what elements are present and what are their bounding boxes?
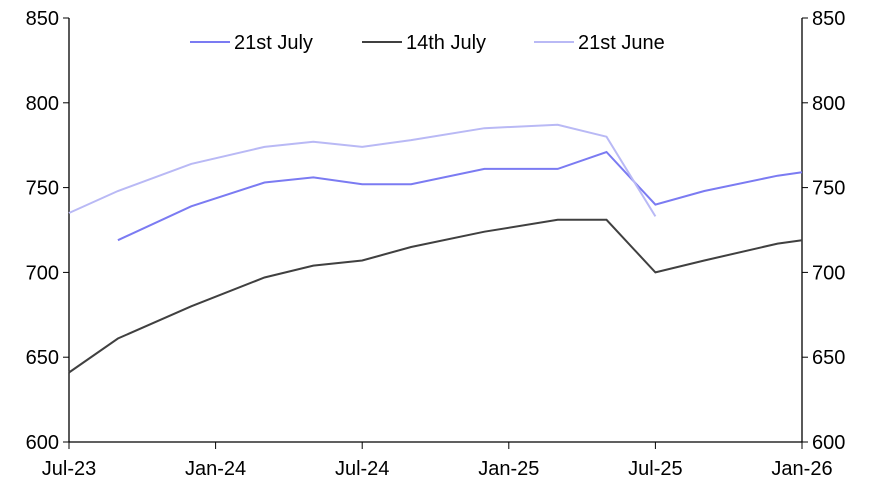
y-tick-label-right: 750 — [812, 178, 845, 200]
y-tick-label-right: 850 — [812, 8, 845, 30]
x-tick-label: Jan-25 — [478, 458, 539, 480]
legend-label: 14th July — [406, 32, 486, 54]
x-tick-label: Jul-23 — [42, 458, 96, 480]
x-tick-label: Jul-24 — [335, 458, 389, 480]
legend-item: 21st June — [534, 32, 665, 54]
series-lines — [68, 123, 803, 374]
y-tick-label-left: 850 — [26, 8, 59, 30]
series-line-21st-june — [68, 123, 657, 217]
y-tick-label-left: 700 — [26, 262, 59, 284]
legend-label: 21st June — [578, 32, 665, 54]
series-line-14th-july — [68, 218, 803, 374]
x-tick-label: Jan-24 — [185, 458, 246, 480]
y-tick-label-right: 800 — [812, 93, 845, 115]
y-tick-label-right: 700 — [812, 262, 845, 284]
x-tick-label: Jan-26 — [771, 458, 832, 480]
y-tick-label-left: 650 — [26, 347, 59, 369]
axes: 600 600 650 650 700 700 750 750 800 800 850 850 Jul-… — [26, 8, 846, 480]
legend-label: 21st July — [234, 32, 313, 54]
x-tick-label: Jul-25 — [628, 458, 682, 480]
series-line-21st-july — [117, 150, 803, 242]
legend-item: 14th July — [362, 32, 486, 54]
y-tick-label-right: 600 — [812, 432, 845, 454]
legend: 21st July 14th July 21st June — [190, 32, 665, 54]
y-tick-label-right: 650 — [812, 347, 845, 369]
legend-item: 21st July — [190, 32, 313, 54]
y-tick-label-left: 750 — [26, 178, 59, 200]
y-tick-label-left: 800 — [26, 93, 59, 115]
y-tick-label-left: 600 — [26, 432, 59, 454]
